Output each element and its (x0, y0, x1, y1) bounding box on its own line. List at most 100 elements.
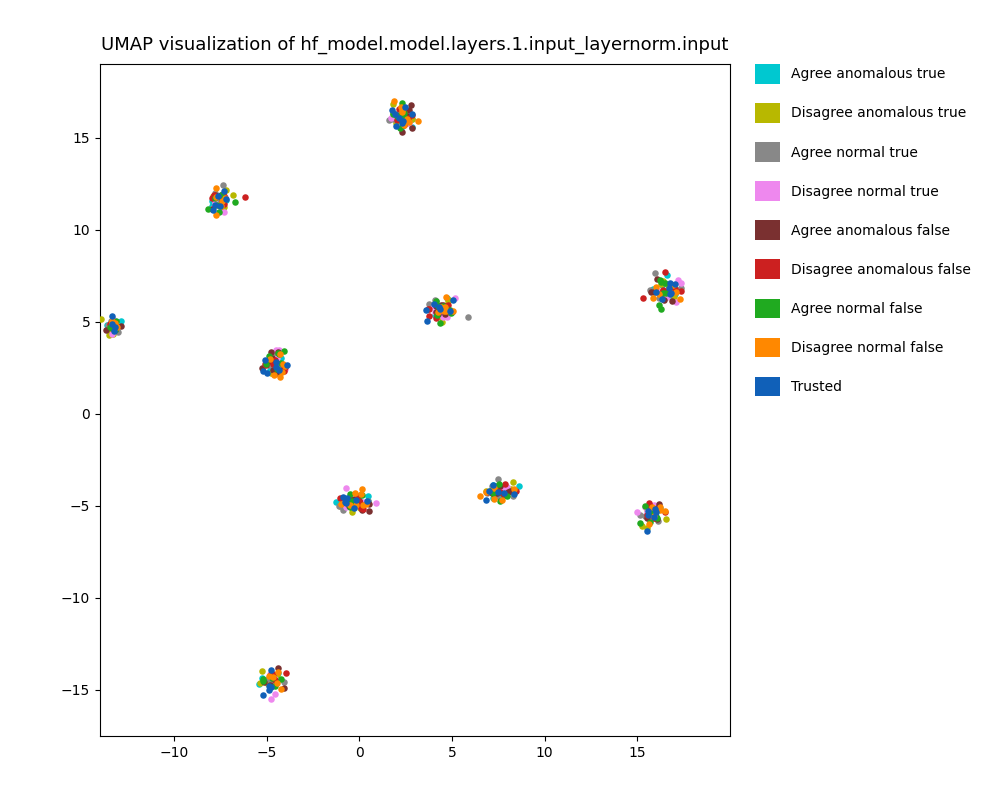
Point (381, 114, 397, 126)
Point (340, 494, 356, 507)
Point (200, 202, 216, 215)
Point (426, 298, 442, 310)
Point (389, 110, 405, 122)
Point (657, 505, 673, 518)
Point (351, 494, 367, 507)
Point (492, 485, 508, 498)
Point (255, 365, 271, 378)
Point (347, 497, 363, 510)
Point (637, 500, 653, 513)
Point (260, 673, 276, 686)
Point (386, 111, 402, 124)
Point (647, 507, 663, 520)
Point (205, 201, 221, 214)
Point (673, 276, 689, 289)
Point (395, 102, 411, 115)
Point (346, 494, 362, 507)
Point (100, 318, 116, 331)
Title: UMAP visualization of hf_model.model.layers.1.input_layernorm.input: UMAP visualization of hf_model.model.lay… (101, 36, 729, 54)
Point (388, 119, 404, 132)
Point (335, 503, 351, 516)
Point (208, 209, 224, 222)
Point (434, 302, 450, 314)
Point (418, 304, 434, 317)
Point (209, 198, 225, 211)
Point (659, 291, 675, 304)
Point (107, 320, 123, 333)
Point (640, 509, 656, 522)
Point (484, 486, 500, 498)
Point (442, 303, 458, 316)
Point (435, 310, 451, 323)
Point (268, 344, 284, 357)
Point (385, 107, 401, 120)
Point (105, 313, 121, 326)
Point (401, 104, 417, 117)
Point (655, 284, 671, 297)
Point (105, 327, 121, 340)
Point (639, 504, 655, 517)
Point (343, 496, 359, 509)
Point (434, 308, 450, 321)
Point (478, 486, 494, 498)
Point (265, 676, 281, 689)
Point (350, 490, 366, 502)
Point (104, 322, 120, 334)
Point (648, 506, 664, 518)
Point (213, 189, 229, 202)
Point (496, 489, 512, 502)
Point (651, 292, 667, 305)
Point (639, 512, 655, 525)
Point (655, 285, 671, 298)
Point (654, 286, 670, 299)
Point (670, 283, 686, 296)
Point (439, 301, 455, 314)
Point (494, 494, 510, 506)
Point (337, 496, 353, 509)
Point (396, 106, 412, 118)
Point (647, 504, 663, 517)
Point (273, 682, 289, 695)
Point (482, 485, 498, 498)
Point (435, 299, 451, 312)
Point (254, 671, 270, 684)
Point (103, 317, 119, 330)
Point (259, 366, 275, 379)
Point (404, 112, 420, 125)
Point (276, 365, 292, 378)
Point (629, 505, 645, 518)
Point (258, 358, 274, 370)
Point (428, 306, 444, 319)
Point (347, 487, 363, 500)
Point (354, 499, 370, 512)
Point (478, 494, 494, 506)
Point (269, 669, 285, 682)
Point (338, 482, 354, 494)
Point (635, 292, 651, 305)
Point (257, 358, 273, 370)
Point (106, 320, 122, 333)
Point (492, 495, 508, 508)
Point (393, 108, 409, 121)
Point (391, 111, 407, 124)
Point (390, 111, 406, 124)
Point (263, 667, 279, 680)
Point (273, 351, 289, 364)
Point (433, 306, 449, 319)
Point (396, 109, 412, 122)
Point (103, 320, 119, 333)
Point (393, 122, 409, 134)
Point (361, 505, 377, 518)
Point (214, 194, 230, 206)
Point (349, 494, 365, 506)
Point (217, 190, 233, 203)
Point (207, 191, 223, 204)
Point (332, 500, 348, 513)
Point (434, 315, 450, 328)
Point (639, 506, 655, 518)
Point (644, 505, 660, 518)
Point (338, 499, 354, 512)
Point (261, 350, 277, 363)
Point (113, 314, 129, 327)
Point (434, 302, 450, 314)
